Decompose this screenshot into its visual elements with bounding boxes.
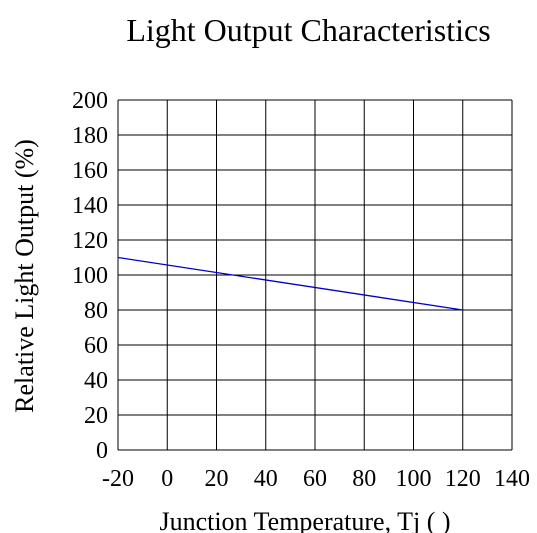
y-tick-label: 0	[96, 438, 108, 464]
x-tick-label: 40	[254, 466, 278, 492]
y-tick-label: 100	[72, 263, 108, 289]
y-tick-label: 20	[84, 403, 108, 429]
x-tick-label: 60	[303, 466, 327, 492]
x-tick-label: 20	[205, 466, 229, 492]
x-tick-label: 80	[352, 466, 376, 492]
x-tick-labels: -20 0 20 40 60 80 100 120 140	[102, 466, 530, 492]
grid	[117, 99, 513, 451]
y-tick-label: 140	[72, 193, 108, 219]
y-tick-label: 180	[72, 123, 108, 149]
x-tick-label: 0	[161, 466, 173, 492]
x-axis-label: Junction Temperature, Tj ( )	[159, 507, 450, 533]
y-tick-label: 160	[72, 158, 108, 184]
x-tick-label: 140	[494, 466, 530, 492]
y-tick-label: 80	[84, 298, 108, 324]
x-tick-label: 120	[445, 466, 481, 492]
series-line	[117, 256, 463, 311]
y-tick-label: 200	[72, 88, 108, 114]
series-group	[117, 256, 463, 311]
y-axis-label: Relative Light Output (%)	[10, 139, 39, 413]
x-tick-label: -20	[102, 466, 134, 492]
chart-title: Light Output Characteristics	[126, 12, 491, 48]
y-tick-label: 120	[72, 228, 108, 254]
y-tick-label: 40	[84, 368, 108, 394]
x-tick-label: 100	[396, 466, 432, 492]
y-tick-label: 60	[84, 333, 108, 359]
